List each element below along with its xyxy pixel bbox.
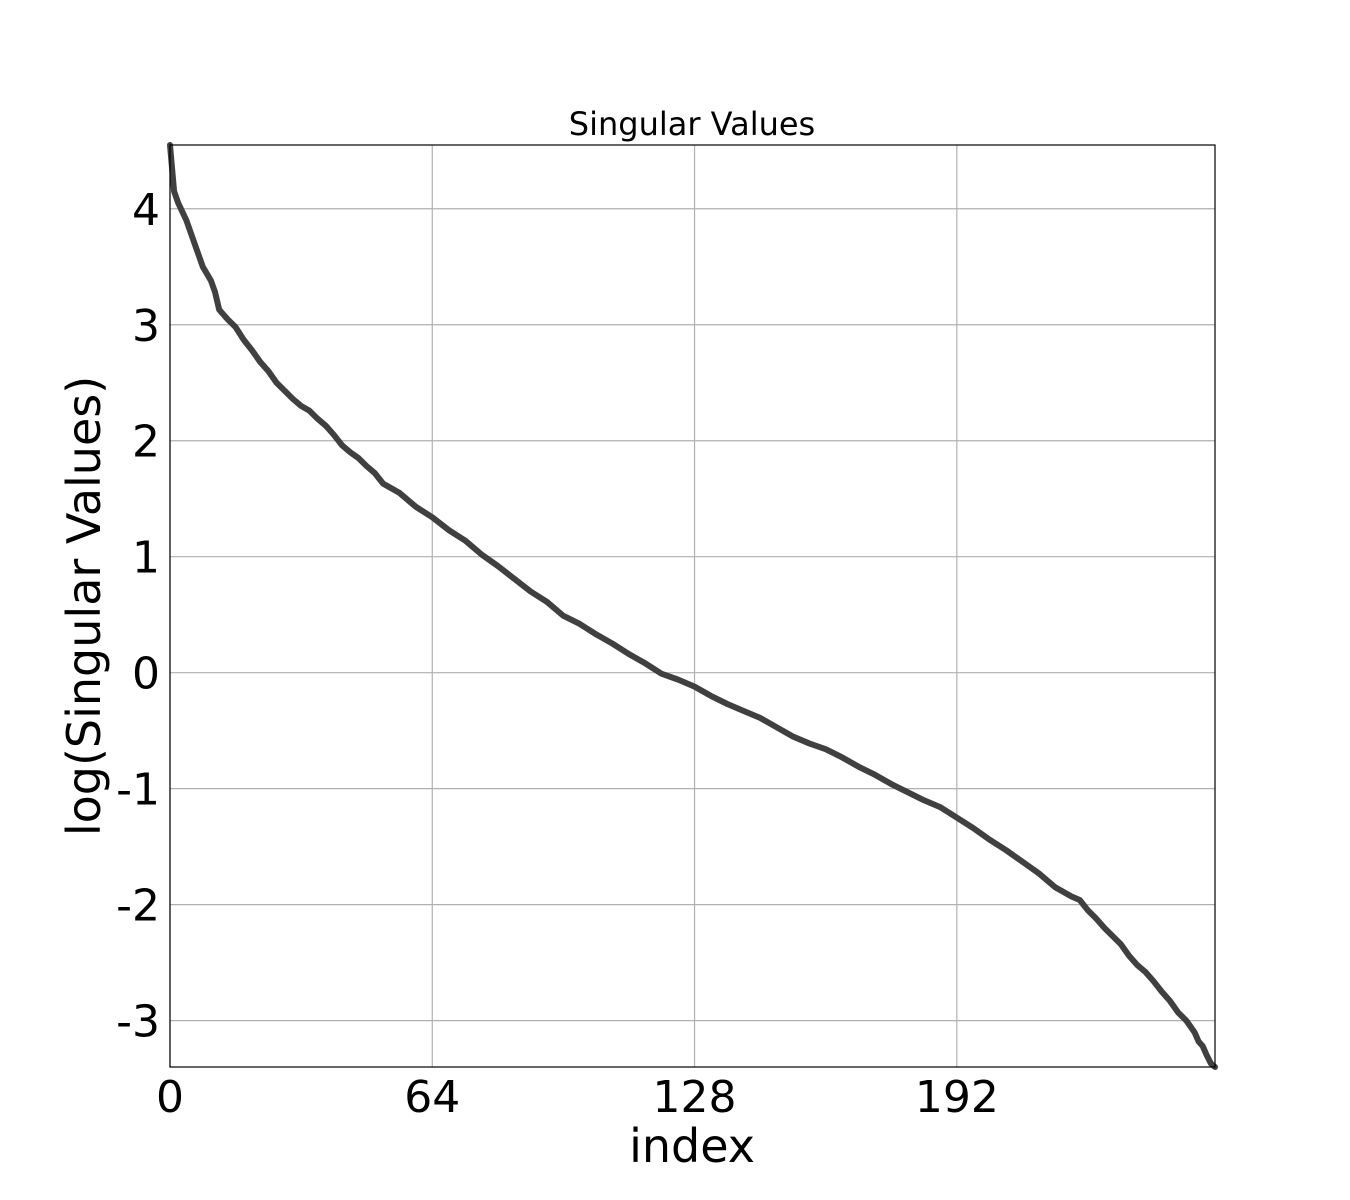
y-tick-label: 1 (132, 533, 160, 584)
y-tick-label: 3 (132, 301, 160, 352)
singular-values-line (167, 142, 1218, 1070)
x-axis-label: index (629, 1119, 755, 1173)
y-tick-label: -1 (116, 765, 160, 816)
x-tick-label: 0 (156, 1072, 184, 1123)
y-tick-label: 4 (132, 185, 160, 236)
x-tick-label: 128 (653, 1072, 737, 1123)
y-tick-label: -3 (116, 997, 160, 1048)
grid-lines (169, 145, 1215, 1067)
x-axis-ticks: 0 64 128 192 (156, 1072, 999, 1123)
x-tick-label: 64 (404, 1072, 460, 1123)
chart-title: Singular Values (569, 105, 815, 143)
y-tick-label: 0 (132, 649, 160, 700)
plot-frame (169, 144, 1216, 1068)
y-axis-label: log(Singular Values) (57, 376, 111, 836)
y-axis-ticks: -3 -2 -1 0 1 2 3 4 (116, 185, 160, 1048)
y-tick-label: 2 (132, 417, 160, 468)
y-tick-label: -2 (116, 881, 160, 932)
x-tick-label: 192 (915, 1072, 999, 1123)
